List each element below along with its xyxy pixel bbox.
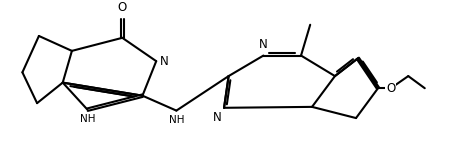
Text: NH: NH: [169, 115, 184, 125]
Text: O: O: [386, 82, 396, 95]
Text: N: N: [160, 55, 169, 68]
Text: NH: NH: [80, 114, 95, 124]
Text: O: O: [118, 1, 127, 14]
Text: N: N: [212, 111, 221, 123]
Text: N: N: [259, 38, 268, 51]
